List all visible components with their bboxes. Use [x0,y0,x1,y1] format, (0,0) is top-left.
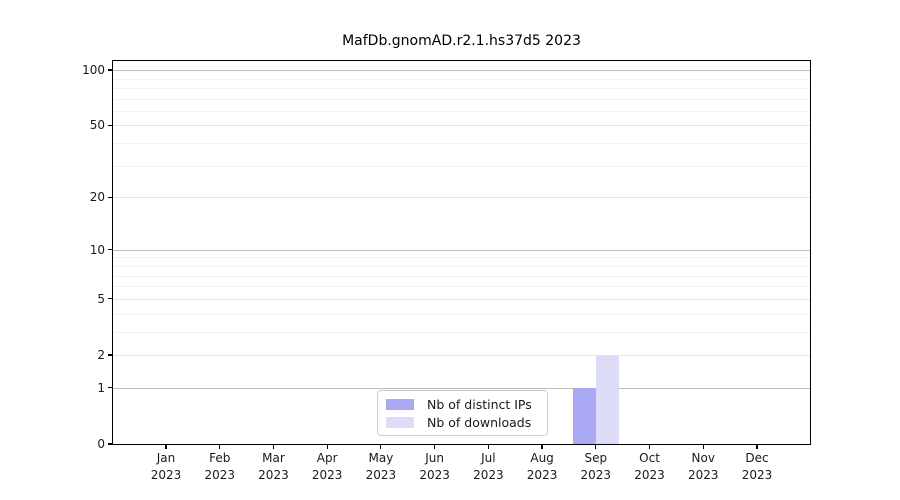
chart-title: MafDb.gnomAD.r2.1.hs37d5 2023 [342,33,581,49]
x-tick-mark [380,444,382,449]
x-tick-month: Dec [745,451,769,465]
minor-gridline [113,98,810,100]
x-tick-year: 2023 [419,467,450,482]
x-tick-year: 2023 [580,467,612,482]
gridline [113,197,810,199]
x-tick-mark [326,444,328,449]
y-tick-label: 20 [89,190,105,205]
x-tick-month: May [368,451,394,465]
x-tick-year: 2023 [634,467,665,482]
x-tick-year: 2023 [687,467,719,482]
x-tick-year: 2023 [741,467,773,482]
x-tick-month: Jun [425,451,444,465]
x-tick-month: Apr [316,451,338,465]
y-tick-mark [108,387,113,389]
x-tick-month: Jan [156,451,176,465]
x-tick-label: Jun 2023 [405,450,465,483]
minor-gridline [113,286,810,288]
legend-item-downloads: Nb of downloads [386,415,547,430]
x-tick-label: Apr 2023 [297,450,357,483]
y-tick-label: 5 [97,291,105,306]
x-tick-month: Sep [584,451,608,465]
legend-label: Nb of distinct IPs [427,396,532,412]
minor-gridline [113,313,810,315]
minor-gridline [113,165,810,167]
x-tick-year: 2023 [365,467,397,482]
x-tick-month: Nov [691,451,715,465]
x-tick-label: Aug 2023 [512,450,572,483]
x-tick-label: Oct 2023 [620,450,680,483]
gridline [113,125,810,127]
minor-gridline [113,110,810,112]
y-tick-mark [108,249,113,251]
legend-swatch [386,398,414,410]
minor-gridline [113,87,810,89]
x-tick-year: 2023 [473,467,504,482]
x-tick-mark [165,444,167,449]
y-tick-label: 10 [89,242,105,257]
x-tick-label: Mar 2023 [243,450,303,483]
minor-gridline [113,331,810,333]
x-tick-year: 2023 [150,467,182,482]
minor-gridline [113,265,810,267]
x-tick-mark [702,444,704,449]
x-tick-label: May 2023 [351,450,411,483]
y-tick-label: 100 [82,63,105,78]
legend: Nb of distinct IPs Nb of downloads [377,390,548,436]
x-tick-mark [219,444,221,449]
minor-gridline [113,78,810,80]
x-tick-month: Oct [639,451,660,465]
x-tick-label: Feb 2023 [190,450,250,483]
legend-swatch [386,416,414,428]
x-tick-label: Jan 2023 [136,450,196,483]
minor-gridline [113,275,810,277]
x-tick-year: 2023 [258,467,289,482]
y-tick-mark [108,69,113,71]
x-tick-year: 2023 [204,467,235,482]
plot-area [113,61,810,444]
minor-gridline [113,257,810,259]
gridline [113,354,810,356]
x-tick-mark [756,444,758,449]
y-tick-mark [108,124,113,127]
legend-item-distinct-ips: Nb of distinct IPs [386,397,547,412]
x-tick-month: Feb [209,451,231,465]
x-tick-label: Dec 2023 [727,450,787,483]
x-tick-label: Sep 2023 [566,450,626,483]
x-tick-year: 2023 [526,467,558,482]
x-tick-label: Nov 2023 [673,450,733,483]
bar-sep-series1 [595,354,619,444]
y-tick-label: 0 [97,437,105,451]
bar-sep-series0 [572,387,596,444]
y-tick-mark [108,196,113,198]
x-tick-mark [487,444,489,449]
x-tick-mark [434,444,436,449]
y-tick-mark [108,443,113,445]
y-tick-label: 50 [89,118,105,133]
x-tick-month: Mar [262,451,285,465]
major-gridline [113,70,810,72]
major-gridline [113,387,810,389]
major-gridline [113,249,810,251]
x-tick-month: Jul [481,451,496,465]
x-tick-mark [595,444,597,449]
gridline [113,298,810,300]
x-tick-mark [648,444,651,449]
x-tick-mark [541,444,543,449]
y-tick-label: 2 [97,347,105,362]
x-tick-label: Jul 2023 [458,450,518,483]
y-tick-mark [108,354,113,356]
minor-gridline [113,143,810,145]
y-tick-mark [108,298,113,300]
x-tick-mark [272,444,275,449]
y-tick-label: 1 [97,380,105,395]
legend-label: Nb of downloads [427,414,532,430]
x-tick-month: Aug [530,451,554,465]
x-tick-year: 2023 [311,467,343,482]
